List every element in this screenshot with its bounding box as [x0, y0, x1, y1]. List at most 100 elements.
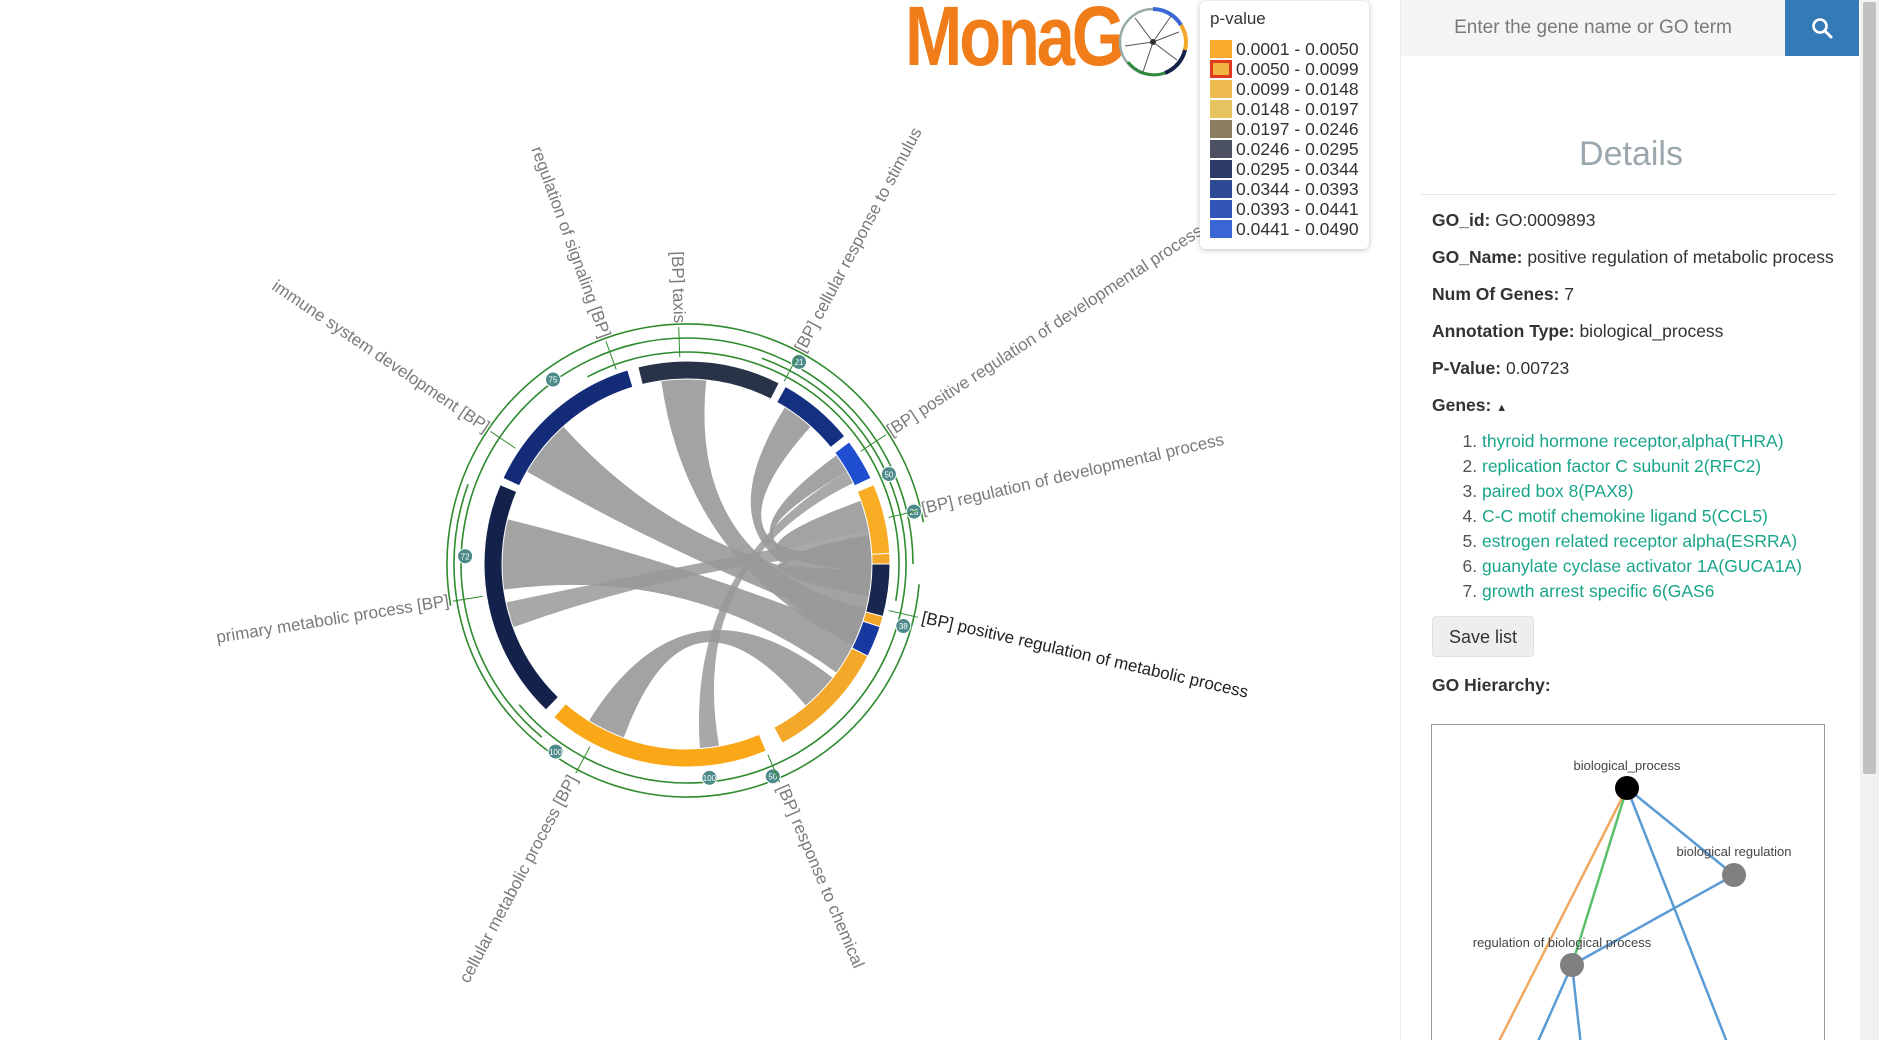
gene-count-badge: 50	[764, 768, 781, 785]
badge-count: 28	[910, 508, 919, 517]
term-arc[interactable]	[856, 484, 891, 555]
chord-ribbon[interactable]	[588, 629, 833, 738]
legend-range: 0.0050 - 0.0099	[1236, 58, 1359, 79]
gene-link[interactable]: C-C motif chemokine ligand 5(CCL5)	[1482, 506, 1768, 526]
legend-swatch	[1210, 140, 1232, 158]
term-arc[interactable]	[834, 441, 872, 487]
term-arc[interactable]	[553, 702, 767, 768]
term-arc[interactable]	[637, 360, 780, 400]
hierarchy-node-biological-regulation[interactable]	[1722, 863, 1746, 887]
details-body: GO_id: GO:0009893 GO_Name: positive regu…	[1432, 208, 1842, 698]
legend-item[interactable]: 0.0148 - 0.0197	[1210, 99, 1359, 119]
badge-count: 72	[461, 552, 470, 561]
term-label[interactable]: [BP] response to chemical	[773, 782, 868, 971]
search-input[interactable]	[1401, 0, 1785, 56]
label-leader	[490, 431, 516, 449]
gene-list-item[interactable]: C-C motif chemokine ligand 5(CCL5)	[1482, 504, 1842, 529]
legend-item[interactable]: 0.0344 - 0.0393	[1210, 179, 1359, 199]
gene-list-item[interactable]: growth arrest specific 6(GAS6	[1482, 579, 1842, 604]
legend-item[interactable]: 0.0001 - 0.0050	[1210, 39, 1359, 59]
gene-link[interactable]: thyroid hormone receptor,alpha(THRA)	[1482, 431, 1784, 451]
legend-range: 0.0393 - 0.0441	[1236, 198, 1359, 219]
pvalue-row: P-Value: 0.00723	[1432, 356, 1842, 381]
term-label[interactable]: [BP] positive regulation of developmenta…	[883, 221, 1206, 440]
go-id-label: GO_id:	[1432, 210, 1491, 230]
gene-link[interactable]: guanylate cyclase activator 1A(GUCA1A)	[1482, 556, 1802, 576]
term-label[interactable]: regulation of signaling [BP]	[527, 144, 614, 341]
label-leader	[575, 746, 591, 774]
chord-diagram: 21 50 28 38 50 100 100 72 75 [BP] positive regula…	[215, 124, 1250, 986]
legend-rows: 0.0001 - 0.0050 0.0050 - 0.0099 0.0099 - 0…	[1210, 39, 1359, 239]
legend-range: 0.0344 - 0.0393	[1236, 178, 1359, 199]
term-arc[interactable]	[483, 484, 560, 711]
legend-item[interactable]: 0.0441 - 0.0490	[1210, 219, 1359, 239]
term-label[interactable]: cellular metabolic process [BP]	[455, 772, 581, 986]
term-label[interactable]: [BP] regulation of developmental process	[919, 430, 1225, 518]
term-arc[interactable]	[851, 620, 881, 657]
num-genes-row: Num Of Genes: 7	[1432, 282, 1842, 307]
gene-list-item[interactable]: thyroid hormone receptor,alpha(THRA)	[1482, 429, 1842, 454]
save-list-button[interactable]: Save list	[1432, 616, 1535, 657]
genes-label[interactable]: Genes:	[1432, 395, 1492, 415]
chord-ribbon[interactable]	[698, 471, 854, 749]
logo-text: MonaG	[905, 0, 1125, 83]
legend-range: 0.0099 - 0.0148	[1236, 78, 1359, 99]
badge-count: 21	[795, 358, 804, 367]
genes-row[interactable]: Genes: ▲	[1432, 393, 1842, 421]
caret-up-icon[interactable]: ▲	[1496, 402, 1508, 414]
gene-count-badge: 38	[895, 618, 912, 635]
label-leader	[605, 341, 617, 370]
chord-ribbon[interactable]	[506, 531, 872, 628]
gene-count-badge: 100	[701, 769, 718, 786]
gene-link[interactable]: growth arrest specific 6(GAS6	[1482, 581, 1715, 601]
overlap-bracket	[518, 357, 907, 784]
legend-item[interactable]: 0.0197 - 0.0246	[1210, 119, 1359, 139]
gene-list-item[interactable]: estrogen related receptor alpha(ESRRA)	[1482, 529, 1842, 554]
legend-swatch	[1210, 80, 1232, 98]
details-divider	[1421, 194, 1837, 195]
gene-link[interactable]: paired box 8(PAX8)	[1482, 481, 1634, 501]
pvalue-value: 0.00723	[1505, 358, 1570, 378]
page-scrollbar[interactable]	[1860, 0, 1879, 1040]
num-genes-value: 7	[1564, 284, 1574, 304]
badge-count: 100	[703, 774, 717, 783]
legend-swatch	[1210, 200, 1232, 218]
scrollbar-thumb[interactable]	[1863, 2, 1876, 774]
term-label[interactable]: primary metabolic process [BP]	[215, 591, 450, 647]
term-label[interactable]: immune system development [BP]	[269, 276, 493, 436]
legend-item[interactable]: 0.0246 - 0.0295	[1210, 139, 1359, 159]
term-arc[interactable]	[865, 563, 891, 618]
search-button[interactable]	[1785, 0, 1859, 56]
go-id-value: GO:0009893	[1495, 210, 1596, 230]
gene-list-item[interactable]: replication factor C subunit 2(RFC2)	[1482, 454, 1842, 479]
search-icon	[1812, 18, 1833, 39]
gene-count-badge: 75	[544, 371, 561, 388]
gene-link[interactable]: replication factor C subunit 2(RFC2)	[1482, 456, 1762, 476]
legend-item[interactable]: 0.0099 - 0.0148	[1210, 79, 1359, 99]
hierarchy-node-root[interactable]	[1615, 776, 1639, 800]
label-leader	[888, 510, 919, 518]
legend-swatch	[1210, 160, 1232, 178]
gene-count-badge: 72	[457, 548, 474, 565]
pvalue-label: P-Value:	[1432, 358, 1502, 378]
legend-item[interactable]: 0.0393 - 0.0441	[1210, 199, 1359, 219]
hierarchy-node-regulation-of-biological-process[interactable]	[1560, 953, 1584, 977]
legend-item[interactable]: 0.0295 - 0.0344	[1210, 159, 1359, 179]
chord-ribbon[interactable]	[661, 379, 867, 646]
gene-link[interactable]: estrogen related receptor alpha(ESRRA)	[1482, 531, 1798, 551]
term-arc[interactable]	[502, 369, 634, 487]
hierarchy-label-biological-regulation: biological regulation	[1677, 844, 1792, 859]
chord-ribbon[interactable]	[502, 519, 859, 673]
legend-range: 0.0295 - 0.0344	[1236, 158, 1359, 179]
term-label[interactable]: [BP] positive regulation of metabolic pr…	[920, 608, 1250, 702]
legend-swatch	[1210, 100, 1232, 118]
term-arc[interactable]	[776, 385, 846, 449]
gene-list-item[interactable]: guanylate cyclase activator 1A(GUCA1A)	[1482, 554, 1842, 579]
label-leader	[452, 595, 483, 602]
gene-list-item[interactable]: paired box 8(PAX8)	[1482, 479, 1842, 504]
legend-item[interactable]: 0.0050 - 0.0099	[1210, 59, 1359, 79]
term-label[interactable]: [BP] taxis	[668, 251, 689, 323]
label-leader	[678, 327, 681, 358]
term-label[interactable]: [BP] cellular response to stimulus	[791, 124, 926, 355]
